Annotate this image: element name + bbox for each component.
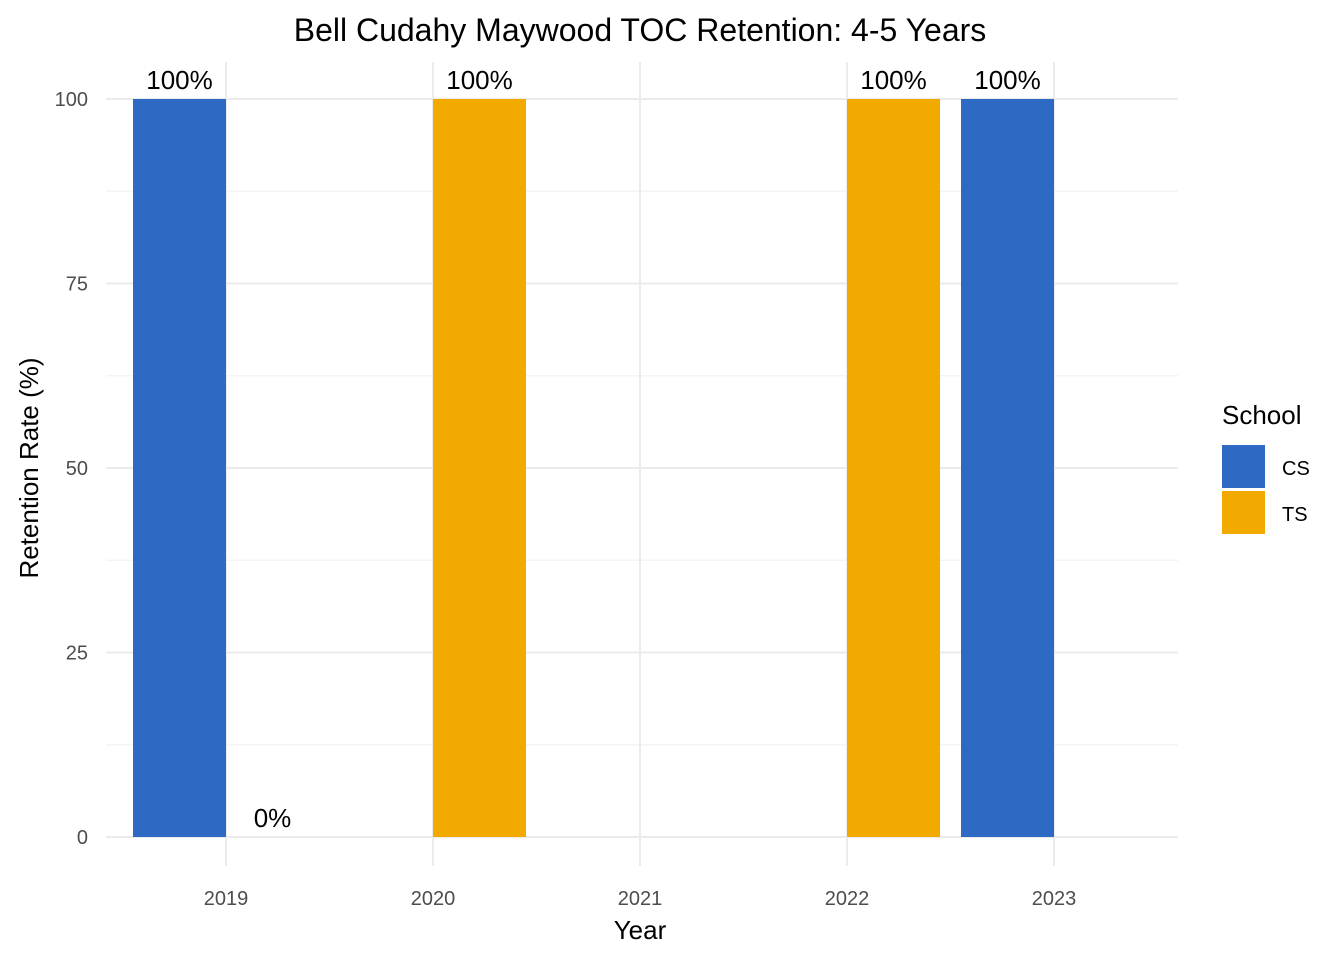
y-tick-label: 50 — [66, 458, 88, 480]
bar-cs-2023 — [961, 99, 1054, 837]
chart-title: Bell Cudahy Maywood TOC Retention: 4-5 Y… — [294, 12, 987, 48]
data-label: 100% — [146, 65, 213, 95]
axis-layer: 0 25 50 75 100 2019 2020 2021 2022 2023 — [55, 89, 1077, 910]
legend-swatch-ts — [1222, 491, 1265, 534]
bar-ts-2020 — [433, 99, 526, 837]
x-tick-label: 2023 — [1032, 888, 1077, 910]
data-label: 0% — [254, 803, 292, 833]
legend-title: School — [1222, 400, 1302, 430]
x-tick-label: 2020 — [411, 888, 456, 910]
x-tick-label: 2019 — [204, 888, 249, 910]
legend-label-ts: TS — [1282, 504, 1308, 526]
bar-layer — [133, 99, 1054, 837]
data-label: 100% — [446, 65, 513, 95]
legend-swatch-cs — [1222, 445, 1265, 488]
x-axis-title: Year — [614, 915, 667, 945]
x-tick-label: 2022 — [825, 888, 870, 910]
y-tick-label: 25 — [66, 643, 88, 665]
data-label: 100% — [974, 65, 1041, 95]
legend: School CS TS — [1222, 400, 1310, 534]
legend-label-cs: CS — [1282, 458, 1310, 480]
y-tick-label: 75 — [66, 274, 88, 296]
data-label: 100% — [860, 65, 927, 95]
x-tick-label: 2021 — [618, 888, 663, 910]
legend-items: CS TS — [1222, 445, 1310, 534]
bar-cs-2019 — [133, 99, 226, 837]
label-layer: 100% 0% 100% 100% 100% — [146, 65, 1041, 833]
bar-ts-2022 — [847, 99, 940, 837]
y-tick-label: 0 — [77, 827, 88, 849]
y-tick-label: 100 — [55, 89, 88, 111]
y-axis-title: Retention Rate (%) — [14, 357, 44, 578]
